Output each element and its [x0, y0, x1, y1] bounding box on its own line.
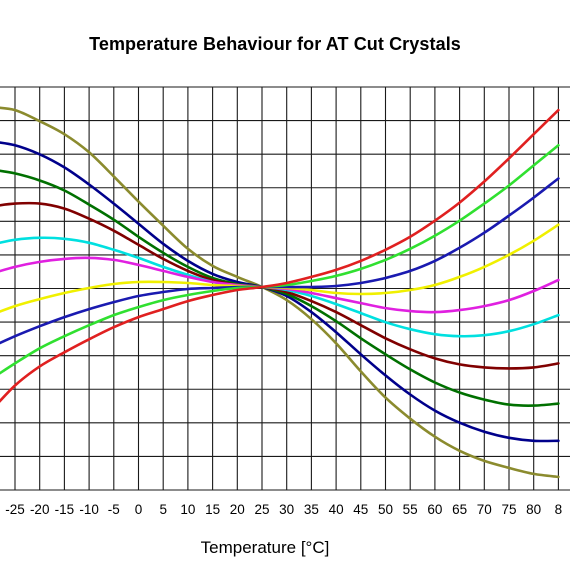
x-tick-label: 75: [501, 502, 516, 517]
x-tick-label: 50: [378, 502, 393, 517]
x-tick-label: 10: [180, 502, 195, 517]
x-tick-label: 80: [526, 502, 541, 517]
series-line-1: [0, 106, 560, 479]
x-tick-label: 35: [304, 502, 319, 517]
x-tick-label: 30: [279, 502, 294, 517]
x-axis-label: Temperature [°C]: [200, 538, 330, 557]
x-tick-label: 55: [403, 502, 418, 517]
x-tick-label: 0: [135, 502, 143, 517]
x-tick-labels: -25 -20 -15 -10 -5 0 5 10 15 20 25 30 35 40 45 50 55 60 65…: [5, 502, 562, 517]
x-tick-label: -10: [79, 502, 99, 517]
x-tick-label: -25: [5, 502, 25, 517]
x-tick-label: 5: [159, 502, 167, 517]
x-tick-label: -15: [55, 502, 75, 517]
series-line-10: [0, 108, 560, 403]
x-tick-label: -5: [108, 502, 120, 517]
x-tick-label: 15: [205, 502, 220, 517]
x-tick-label: -20: [30, 502, 50, 517]
series-group: [0, 106, 560, 479]
x-tick-label: 45: [353, 502, 368, 517]
x-tick-label: 70: [477, 502, 492, 517]
x-tick-label: 8: [555, 502, 563, 517]
x-tick-label: 65: [452, 502, 467, 517]
x-tick-label: 25: [254, 502, 269, 517]
x-tick-label: 20: [230, 502, 245, 517]
x-tick-label: 40: [329, 502, 344, 517]
chart-title: Temperature Behaviour for AT Cut Crystal…: [89, 34, 461, 54]
x-tick-label: 60: [427, 502, 442, 517]
